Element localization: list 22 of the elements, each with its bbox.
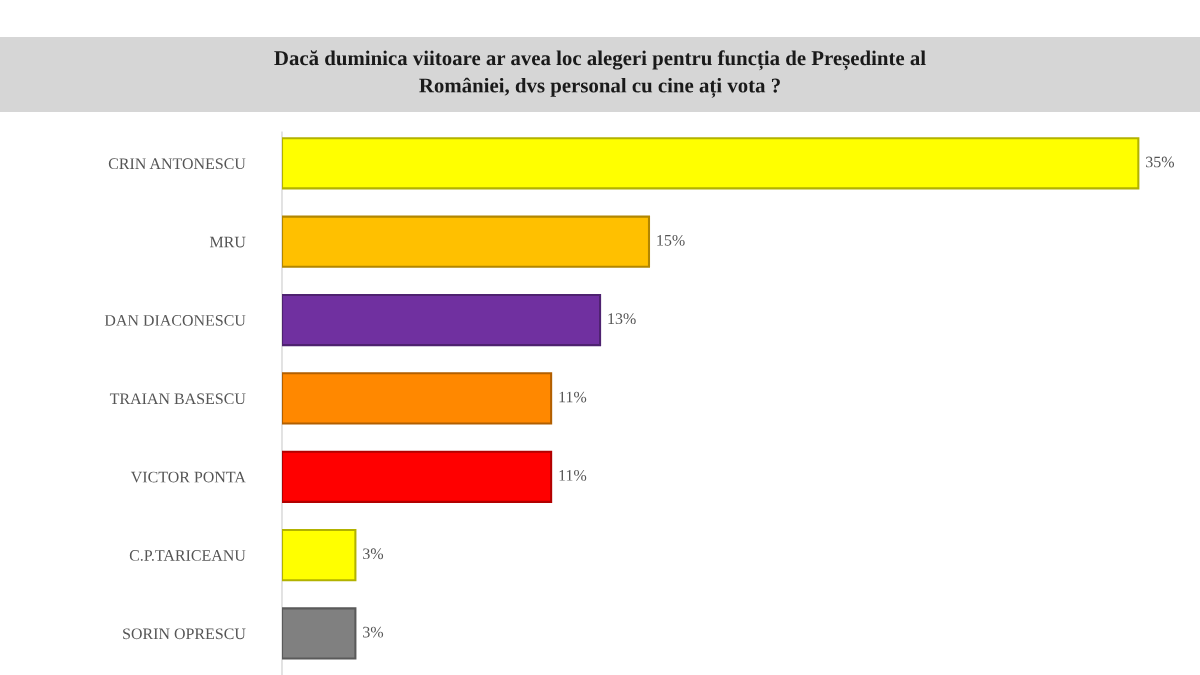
- bar: [282, 215, 651, 268]
- bar: [282, 372, 553, 425]
- y-tick-label: MRU: [209, 236, 246, 248]
- y-tick-label: C.P.TARICEANU: [129, 550, 246, 561]
- bar: [282, 293, 602, 347]
- data-label: 11%: [559, 469, 587, 481]
- y-tick-label: VICTOR PONTA: [130, 471, 246, 483]
- data-label: 11%: [559, 391, 587, 403]
- y-tick-label: SORIN OPRESCU: [123, 628, 246, 640]
- y-tick-label: DAN DIACONESCU: [104, 315, 246, 326]
- data-label: 3%: [363, 548, 384, 560]
- y-tick-label: TRAIAN BASESCU: [109, 393, 246, 405]
- y-tick-label: CRIN ANTONESCU: [108, 158, 246, 170]
- bar: [282, 137, 1140, 190]
- chart-title: Dacă duminica viitoare ar avea loc alegeri pentru funcția de Președinte al României, dvs personal cu cine ați vota ?: [274, 50, 926, 98]
- bar: [282, 529, 357, 582]
- bar: [282, 607, 357, 660]
- data-label: 3%: [363, 626, 384, 638]
- data-label: 15%: [657, 234, 685, 246]
- data-label: 13%: [608, 313, 636, 325]
- data-label: 35%: [1146, 156, 1175, 168]
- bar: [282, 450, 553, 503]
